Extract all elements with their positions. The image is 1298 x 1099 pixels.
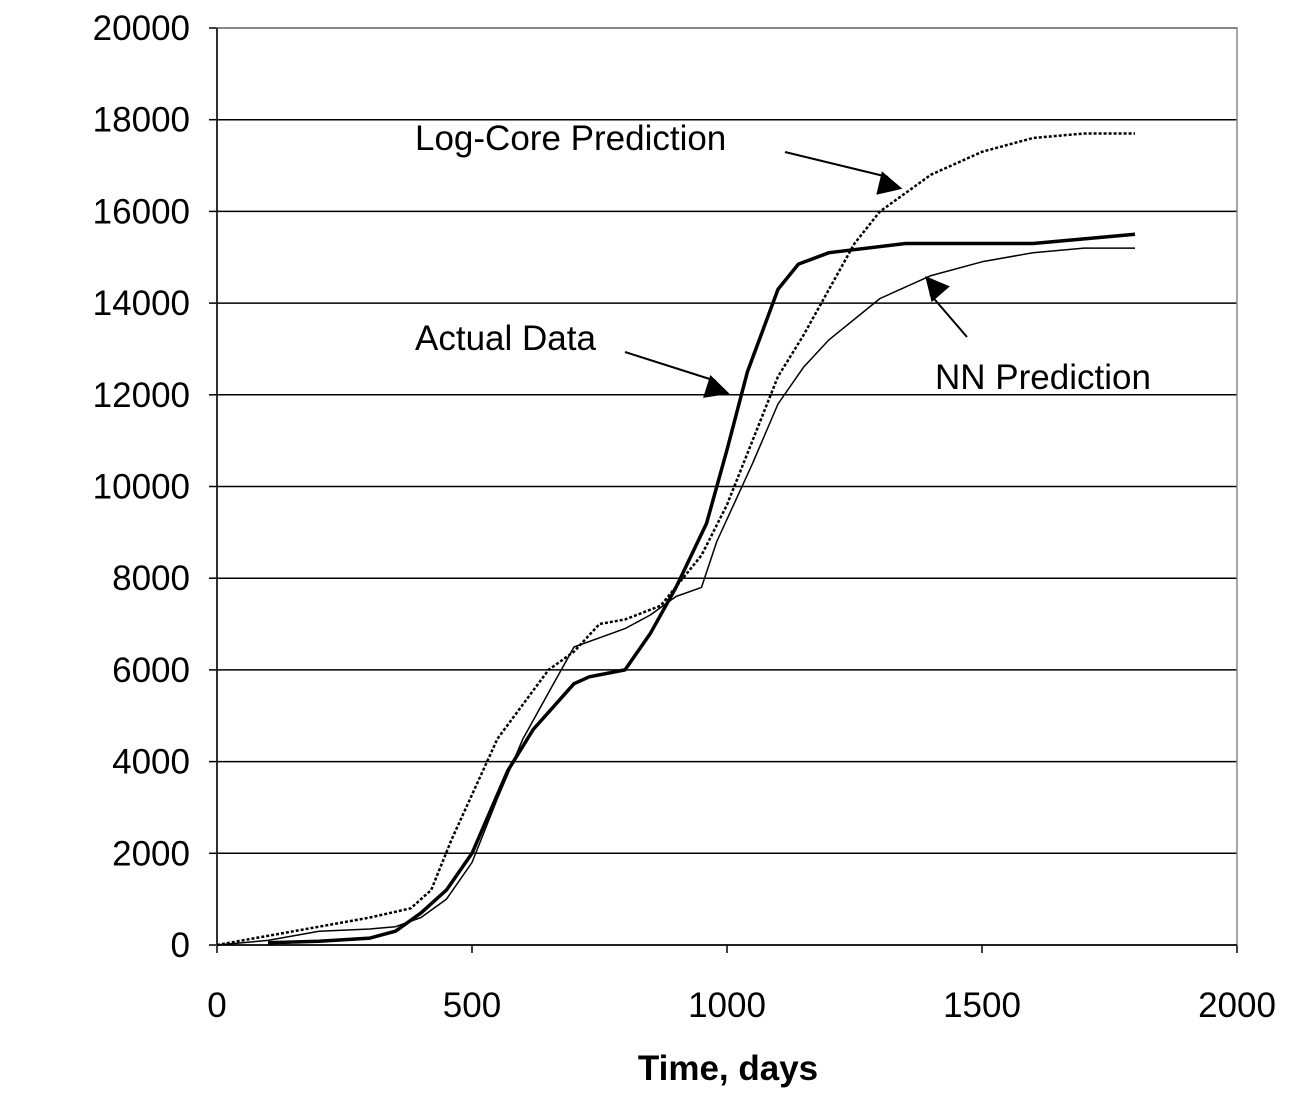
series-annotation: Actual Data bbox=[415, 319, 596, 358]
x-tick-label: 2000 bbox=[1198, 986, 1276, 1025]
y-tick-label: 18000 bbox=[93, 101, 190, 140]
series-line bbox=[267, 232, 1136, 945]
annotation-arrow bbox=[925, 276, 968, 338]
series-annotation: Log-Core Prediction bbox=[415, 119, 726, 158]
y-tick-label: 6000 bbox=[112, 651, 190, 690]
y-tick-label: 4000 bbox=[112, 743, 190, 782]
y-tick-label: 8000 bbox=[112, 559, 190, 598]
annotation-arrow bbox=[624, 351, 730, 398]
y-tick-label: 14000 bbox=[93, 284, 190, 323]
x-tick-label: 1000 bbox=[688, 986, 766, 1025]
y-tick-label: 20000 bbox=[93, 9, 190, 48]
x-tick-label: 0 bbox=[207, 986, 226, 1025]
y-axis-title: Cumulative Production, Bbls bbox=[15, 200, 54, 678]
x-axis-title: Time, days bbox=[638, 1049, 818, 1088]
y-tick-label: 2000 bbox=[112, 834, 190, 873]
y-tick-label: 0 bbox=[171, 926, 190, 965]
series-annotation: NN Prediction bbox=[935, 358, 1151, 397]
annotation-arrow bbox=[784, 151, 903, 195]
y-tick-label: 10000 bbox=[93, 468, 190, 507]
series-line bbox=[216, 132, 1135, 947]
y-tick-label: 12000 bbox=[93, 376, 190, 415]
y-tick-label: 16000 bbox=[93, 192, 190, 231]
x-tick-label: 500 bbox=[443, 986, 501, 1025]
series-line bbox=[216, 247, 1135, 946]
x-tick-label: 1500 bbox=[943, 986, 1021, 1025]
